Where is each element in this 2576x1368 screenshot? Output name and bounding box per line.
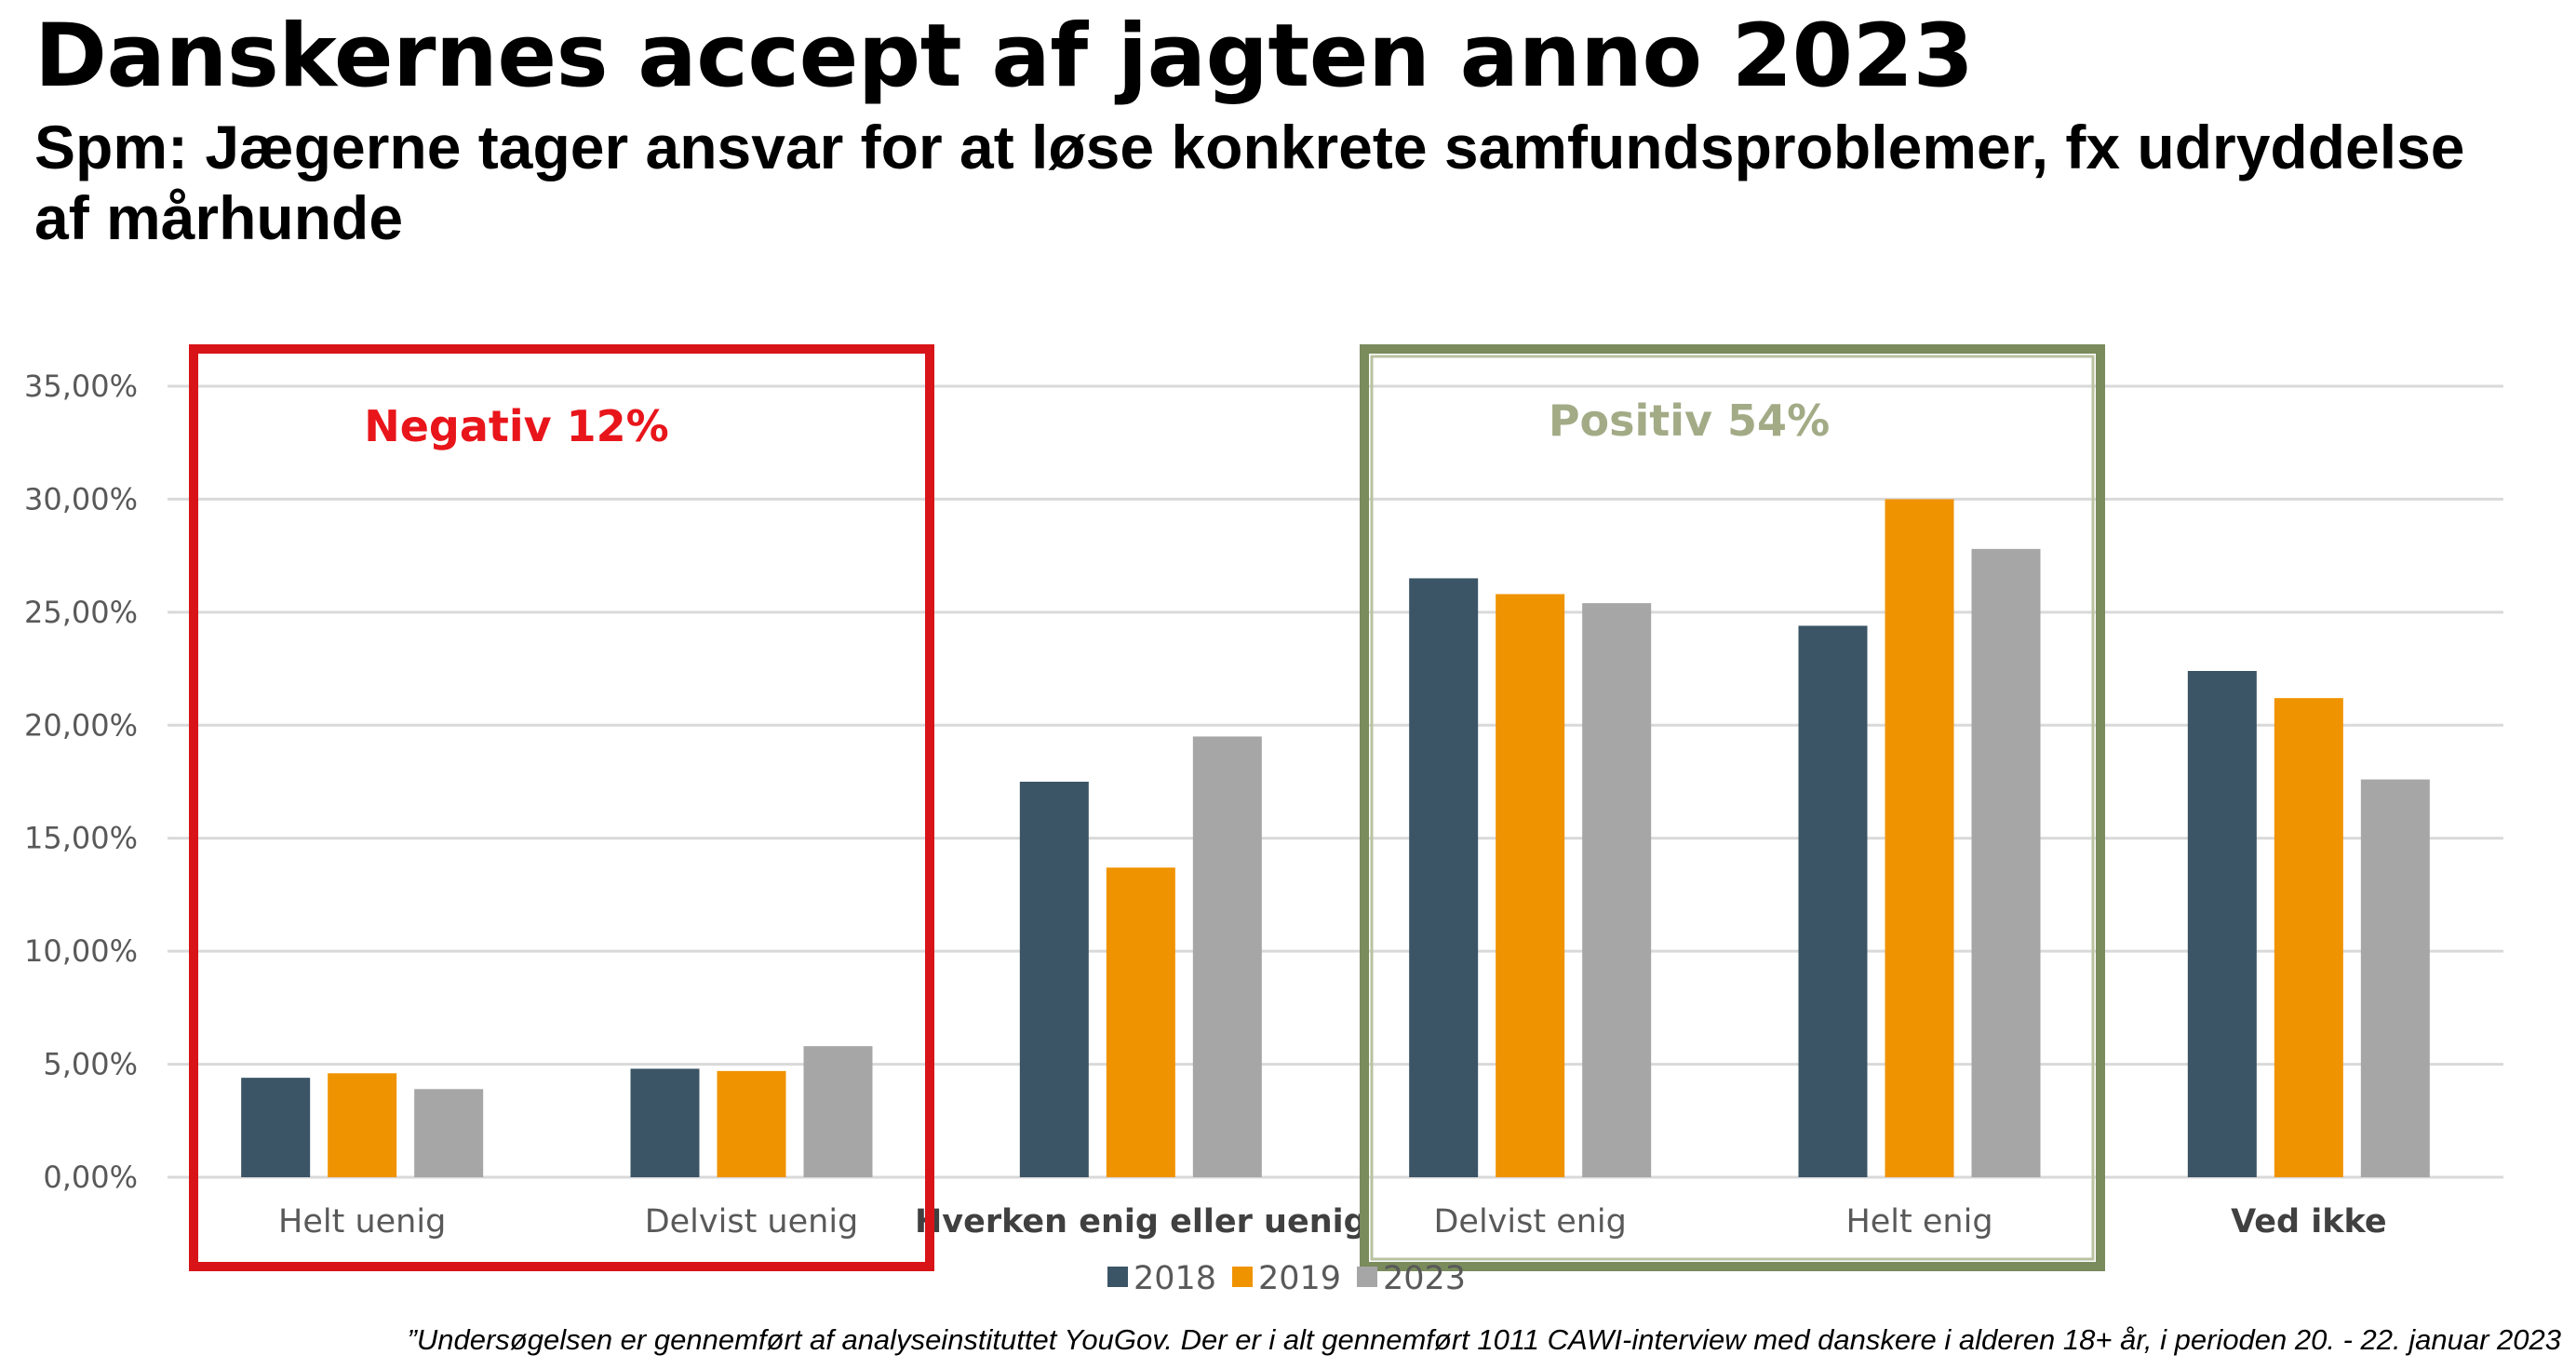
legend-swatch-2023 — [1357, 1267, 1377, 1287]
y-tick-label: 25,00% — [24, 595, 138, 630]
negative-highlight-box — [189, 344, 934, 1271]
x-category-label: Hverken enig eller uenig — [915, 1203, 1367, 1241]
bar-2023-2 — [1192, 736, 1262, 1177]
bar-2019-2 — [1106, 867, 1175, 1177]
positive-highlight-box — [1360, 344, 2105, 1271]
bar-2018-1 — [630, 1068, 700, 1177]
y-tick-label: 35,00% — [24, 369, 138, 404]
bar-2023-1 — [803, 1046, 873, 1177]
x-category-label: Ved ikke — [2231, 1203, 2387, 1241]
bar-2019-0 — [328, 1073, 397, 1177]
y-tick-label: 15,00% — [24, 821, 138, 856]
bar-2018-4 — [1798, 625, 1868, 1177]
legend-label: 2023 — [1383, 1260, 1466, 1297]
bar-2023-4 — [1971, 548, 2041, 1177]
bar-2019-5 — [2274, 698, 2343, 1177]
bar-2019-1 — [717, 1070, 786, 1177]
x-category-label: Delvist uenig — [645, 1203, 859, 1241]
bar-2018-0 — [241, 1078, 311, 1177]
y-tick-label: 0,00% — [43, 1160, 138, 1195]
gridlines — [168, 384, 2503, 1179]
bar-2018-5 — [2187, 671, 2257, 1177]
negative-label: Negativ 12% — [364, 401, 669, 451]
y-tick-label: 10,00% — [24, 933, 138, 969]
bar-2018-2 — [1019, 782, 1089, 1177]
positive-label: Positiv 54% — [1549, 396, 1830, 446]
legend-label: 2019 — [1258, 1260, 1341, 1297]
bar-2023-3 — [1582, 603, 1652, 1177]
legend: 2018 2019 2023 — [1107, 1260, 1466, 1297]
y-tick-label: 5,00% — [43, 1047, 138, 1082]
legend-swatch-2019 — [1232, 1267, 1253, 1287]
y-axis-ticks: 0,00% 5,00% 10,00% 15,00% 20,00% 25,00% 30,00%… — [24, 369, 138, 1195]
x-axis-labels: Helt uenig Delvist uenig Hverken enig elle… — [278, 1203, 2387, 1241]
bar-2018-3 — [1409, 578, 1479, 1177]
y-tick-label: 20,00% — [24, 707, 138, 743]
footnote: ”Undersøgelsen er gennemført af analysei… — [407, 1323, 2561, 1356]
legend-swatch-2018 — [1107, 1267, 1128, 1287]
y-tick-label: 30,00% — [24, 481, 138, 516]
legend-label: 2018 — [1134, 1260, 1216, 1297]
bar-2023-5 — [2360, 779, 2430, 1177]
page-title: Danskernes accept af jagten anno 2023 — [34, 6, 1974, 107]
bar-2019-4 — [1885, 499, 1954, 1177]
bar-2023-0 — [414, 1089, 484, 1177]
bars — [241, 499, 2430, 1177]
page-subtitle: Spm: Jægerne tager ansvar for at løse ko… — [34, 113, 2465, 252]
x-category-label: Helt enig — [1845, 1203, 1992, 1241]
x-category-label: Helt uenig — [278, 1203, 446, 1241]
x-category-label: Delvist enig — [1433, 1203, 1626, 1241]
bar-2019-3 — [1496, 594, 1565, 1177]
